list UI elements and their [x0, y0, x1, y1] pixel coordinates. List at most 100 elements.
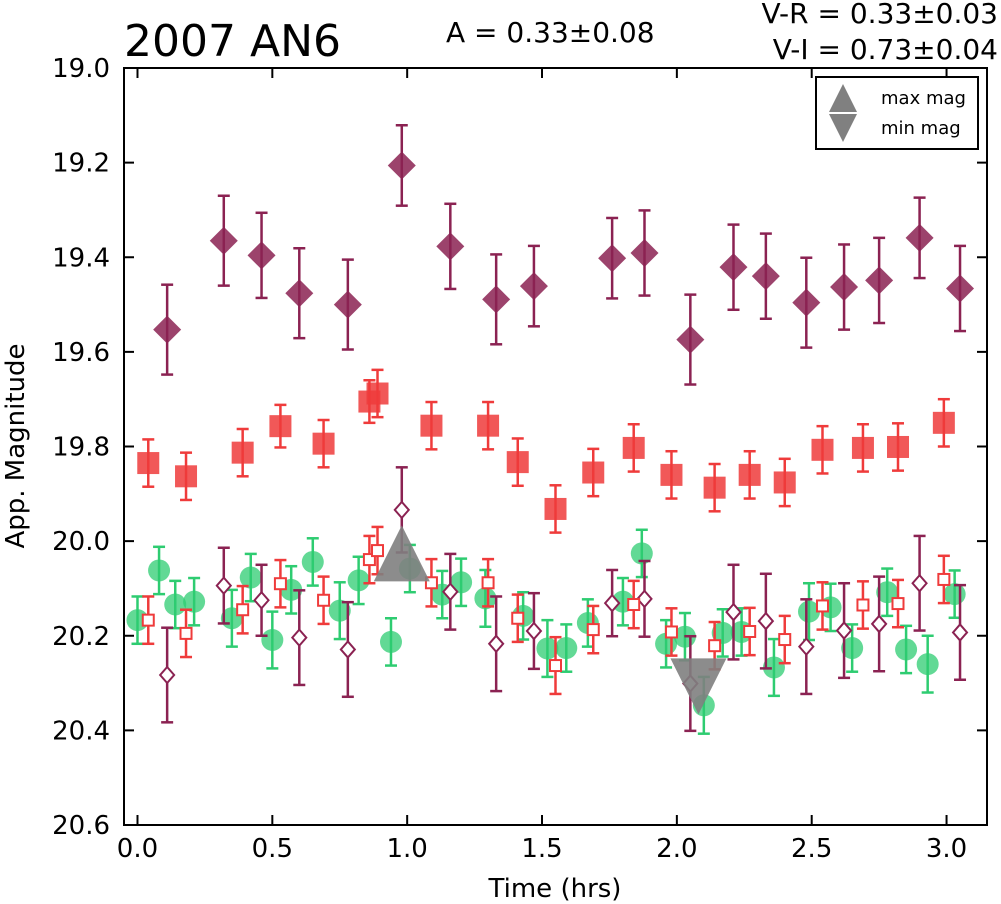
open-diamond-point	[835, 621, 853, 641]
circle-point	[379, 630, 402, 653]
open-diamond-point	[725, 602, 742, 622]
square-point	[231, 441, 254, 464]
square-point	[506, 451, 529, 474]
y-tick-label: 19.2	[52, 149, 110, 179]
open-square-point	[708, 639, 722, 653]
open-diamond-point	[911, 573, 928, 593]
open-square-point	[856, 598, 870, 612]
open-square-point	[511, 611, 525, 625]
legend-min-triangle-icon	[829, 114, 857, 142]
open-diamond-point	[393, 500, 411, 520]
diamond-point	[751, 262, 780, 291]
diamond-point	[247, 241, 276, 270]
circle-point	[536, 637, 559, 660]
open-square-point	[179, 626, 193, 640]
diamond-point	[905, 223, 934, 252]
circle-point	[183, 590, 206, 613]
open-diamond-point	[603, 593, 621, 613]
square-point	[582, 461, 605, 484]
square-point	[312, 432, 335, 455]
circle-point	[474, 587, 497, 610]
diamond-point	[519, 272, 548, 301]
open-square-point	[236, 603, 250, 617]
y-tick-label: 19.6	[52, 338, 110, 368]
x-tick-label: 1.0	[386, 834, 427, 864]
circle-point	[555, 637, 578, 660]
circle-point	[841, 637, 864, 660]
open-square-point	[424, 576, 438, 590]
circle-point	[301, 550, 324, 573]
v-i-annotation: V-I = 0.73±0.04	[773, 33, 998, 66]
circle-point	[630, 542, 653, 565]
open-diamond-point	[487, 634, 505, 654]
diamond-point	[676, 325, 705, 354]
x-tick-label: 0.5	[252, 834, 293, 864]
circle-point	[148, 559, 171, 582]
min-mag-triangle	[670, 658, 727, 715]
x-tick-label: 1.5	[521, 834, 562, 864]
circle-point	[261, 629, 284, 652]
y-tick-label: 20.4	[52, 716, 110, 746]
open-diamond-point	[339, 639, 357, 659]
open-square-point	[627, 598, 641, 612]
square-point	[366, 382, 389, 405]
open-square-point	[743, 624, 757, 638]
plot-area	[126, 123, 975, 735]
series-4	[141, 525, 951, 696]
square-point	[175, 465, 198, 488]
open-diamond-point	[253, 590, 270, 610]
square-point	[477, 414, 500, 437]
open-diamond-point	[290, 628, 308, 648]
y-tick-label: 20.0	[52, 527, 110, 557]
y-tick-label: 19.4	[52, 243, 110, 273]
diamond-point	[333, 290, 362, 319]
open-square-point	[317, 593, 331, 607]
open-diamond-point	[797, 637, 815, 657]
x-tick-label: 2.0	[656, 834, 697, 864]
legend-max-triangle-icon	[829, 84, 857, 112]
open-square-point	[778, 633, 792, 647]
square-point	[887, 435, 910, 458]
x-tick-label: 2.5	[791, 834, 832, 864]
circle-point	[347, 569, 370, 592]
square-point	[811, 438, 834, 461]
diamond-point	[598, 244, 627, 273]
amplitude-annotation: A = 0.33±0.08	[446, 16, 655, 49]
square-point	[703, 476, 726, 499]
v-r-annotation: V-R = 0.33±0.03	[762, 0, 998, 30]
square-point	[773, 471, 796, 494]
square-point	[932, 411, 955, 434]
circle-point	[328, 599, 351, 622]
x-tick-label: 3.0	[926, 834, 967, 864]
diamond-point	[153, 315, 182, 344]
square-point	[660, 463, 683, 486]
open-diamond-point	[870, 614, 888, 634]
open-square-point	[273, 577, 287, 591]
y-axis-label: App. Magnitude	[1, 343, 31, 548]
open-diamond-point	[525, 621, 543, 641]
square-point	[269, 415, 292, 438]
open-square-point	[549, 659, 562, 673]
diamond-point	[865, 266, 894, 295]
open-square-point	[937, 572, 951, 586]
open-square-point	[481, 576, 495, 590]
square-point	[738, 463, 761, 486]
square-point	[622, 436, 645, 459]
diamond-point	[830, 273, 859, 302]
x-axis-label: Time (hrs)	[488, 874, 622, 904]
diamond-point	[792, 288, 821, 317]
legend: max mag min mag	[815, 76, 979, 150]
square-point	[137, 452, 160, 475]
square-point	[544, 497, 567, 520]
open-square-point	[141, 613, 155, 627]
diamond-point	[209, 226, 238, 255]
circle-point	[943, 583, 966, 606]
open-square-point	[664, 625, 678, 639]
diamond-point	[946, 274, 975, 303]
series-1	[137, 368, 955, 534]
y-tick-label: 20.6	[52, 811, 110, 841]
y-tick-label: 19.8	[52, 433, 110, 463]
open-diamond-point	[757, 611, 775, 631]
circle-point	[798, 600, 821, 623]
